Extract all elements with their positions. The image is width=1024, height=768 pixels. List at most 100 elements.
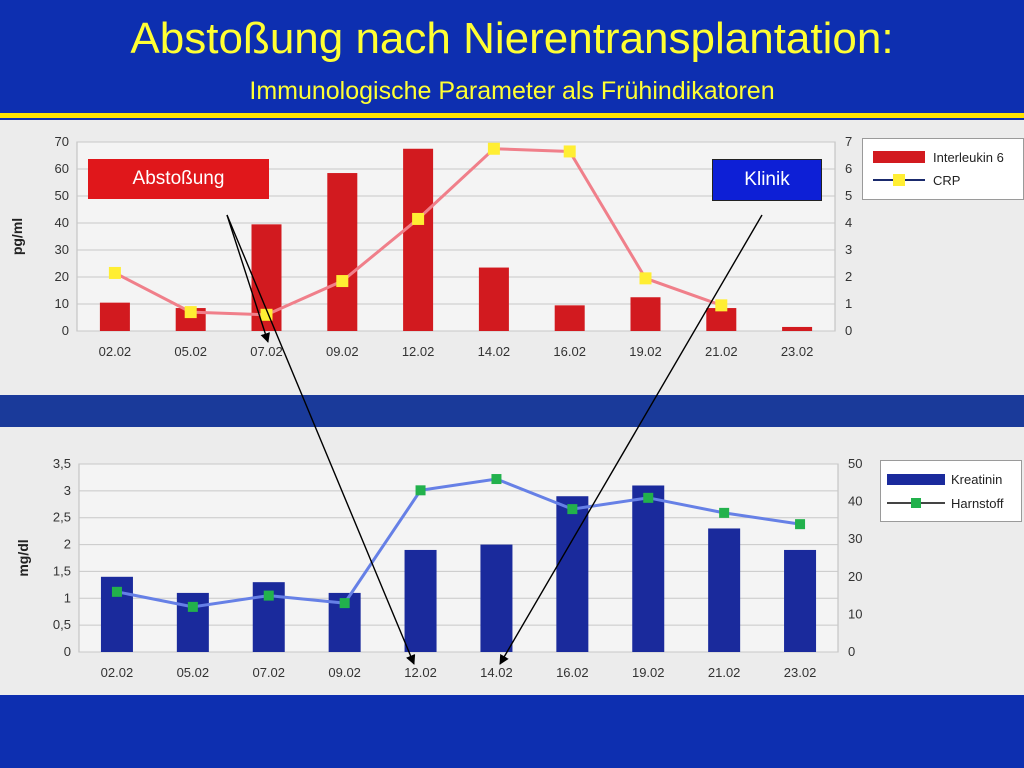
legend-item-harnstoff: Harnstoff <box>881 492 1004 514</box>
point-harnstoff <box>491 474 502 485</box>
x-tick-label: 19.02 <box>632 665 665 680</box>
bar-kreatinin <box>708 528 741 652</box>
x-tick-label: 23.02 <box>784 665 817 680</box>
y2-tick-label: 30 <box>848 531 862 546</box>
bar-interleukin-6 <box>403 148 434 331</box>
y2-tick-label: 7 <box>845 134 852 149</box>
y2-tick-label: 10 <box>848 606 862 621</box>
x-tick-label: 07.02 <box>250 344 283 359</box>
point-crp <box>108 266 121 279</box>
point-crp <box>639 272 652 285</box>
legend-swatch-kreatinin <box>887 473 945 485</box>
legend-label-il6: Interleukin 6 <box>933 149 1004 165</box>
point-harnstoff <box>719 507 730 518</box>
x-tick-label: 14.02 <box>478 344 511 359</box>
y-tick-label: 1 <box>64 590 71 605</box>
chart-panel-bottom: 0 0,5 1 1,5 2 2,5 3 3,5 0 10 20 30 40 50 mg/dl 02.02 05.… <box>0 427 1024 695</box>
bar-interleukin-6 <box>99 302 130 331</box>
bar-kreatinin <box>784 549 817 652</box>
x-tick-label: 16.02 <box>553 344 586 359</box>
y-tick-label: 2,5 <box>53 510 71 525</box>
point-harnstoff <box>263 590 274 601</box>
x-tick-label: 12.02 <box>402 344 435 359</box>
bar-interleukin-6 <box>554 305 585 331</box>
bar-kreatinin <box>556 496 589 652</box>
x-tick-label: 09.02 <box>326 344 359 359</box>
y2-tick-label: 2 <box>845 269 852 284</box>
point-crp <box>715 299 728 312</box>
y-tick-label: 3 <box>64 483 71 498</box>
y-tick-label: 30 <box>55 242 69 257</box>
x-tick-label: 02.02 <box>99 344 132 359</box>
x-tick-label: 14.02 <box>480 665 513 680</box>
point-crp <box>336 275 349 288</box>
y-tick-label: 60 <box>55 161 69 176</box>
y2-tick-label: 40 <box>848 494 862 509</box>
point-crp <box>184 306 197 319</box>
legend-swatch-il6 <box>873 151 925 163</box>
y-tick-label: 70 <box>55 134 69 149</box>
x-tick-label: 12.02 <box>404 665 437 680</box>
x-tick-label: 02.02 <box>101 665 134 680</box>
x-tick-label: 09.02 <box>328 665 361 680</box>
bar-interleukin-6 <box>630 297 661 331</box>
x-tick-label: 21.02 <box>705 344 738 359</box>
bar-interleukin-6 <box>327 173 358 331</box>
separator-band <box>0 395 1024 427</box>
y-axis-label: pg/ml <box>9 218 25 255</box>
x-tick-label: 16.02 <box>556 665 589 680</box>
bar-kreatinin <box>480 544 513 652</box>
x-tick-label: 21.02 <box>708 665 741 680</box>
legend-swatch-crp <box>873 174 925 186</box>
point-crp <box>487 142 500 155</box>
x-tick-label: 23.02 <box>781 344 814 359</box>
x-tick-label: 19.02 <box>629 344 662 359</box>
y2-tick-label: 0 <box>845 323 852 338</box>
legend-bottom: Kreatinin Harnstoff <box>880 460 1022 522</box>
point-crp <box>412 212 425 225</box>
legend-item-il6: Interleukin 6 <box>863 146 1004 168</box>
y-axis-label: mg/dl <box>15 539 31 576</box>
y-tick-label: 0 <box>62 323 69 338</box>
y2-tick-label: 3 <box>845 242 852 257</box>
point-harnstoff <box>643 492 654 503</box>
y2-tick-label: 5 <box>845 188 852 203</box>
slide-title: Abstoßung nach Nierentransplantation: <box>130 14 894 63</box>
legend-item-kreatinin: Kreatinin <box>881 468 1002 490</box>
y-tick-label: 3,5 <box>53 456 71 471</box>
y2-tick-label: 20 <box>848 569 862 584</box>
legend-label-crp: CRP <box>933 172 961 188</box>
y2-tick-label: 4 <box>845 215 852 230</box>
point-crp <box>260 308 273 321</box>
y2-tick-label: 0 <box>848 644 855 659</box>
point-harnstoff <box>339 598 350 609</box>
y-tick-label: 2 <box>64 537 71 552</box>
bar-kreatinin <box>404 549 437 652</box>
legend-label-harnstoff: Harnstoff <box>951 495 1004 511</box>
y2-tick-label: 6 <box>845 161 852 176</box>
x-tick-label: 05.02 <box>174 344 207 359</box>
point-harnstoff <box>415 485 426 496</box>
rejection-callout: Abstoßung <box>88 159 269 199</box>
point-harnstoff <box>795 519 806 530</box>
point-harnstoff <box>111 586 122 597</box>
point-harnstoff <box>567 504 578 515</box>
slide-subtitle: Immunologische Parameter als Frühindikat… <box>249 77 775 105</box>
y-tick-label: 10 <box>55 296 69 311</box>
y2-tick-label: 1 <box>845 296 852 311</box>
legend-swatch-harnstoff <box>887 497 945 509</box>
bar-interleukin-6 <box>478 267 509 331</box>
x-tick-label: 07.02 <box>252 665 285 680</box>
clinic-callout: Klinik <box>712 159 822 201</box>
kreatinin-harnstoff-chart: 0 0,5 1 1,5 2 2,5 3 3,5 0 10 20 30 40 50 mg/dl 02.02 05.… <box>15 456 862 680</box>
y2-tick-label: 50 <box>848 456 862 471</box>
legend-label-kreatinin: Kreatinin <box>951 471 1003 487</box>
title-rule <box>0 113 1024 118</box>
y-tick-label: 20 <box>55 269 69 284</box>
bar-interleukin-6 <box>782 326 813 331</box>
bar-kreatinin <box>632 485 665 652</box>
y-tick-label: 0 <box>64 644 71 659</box>
legend-item-crp: CRP <box>863 169 960 191</box>
y-tick-label: 40 <box>55 215 69 230</box>
